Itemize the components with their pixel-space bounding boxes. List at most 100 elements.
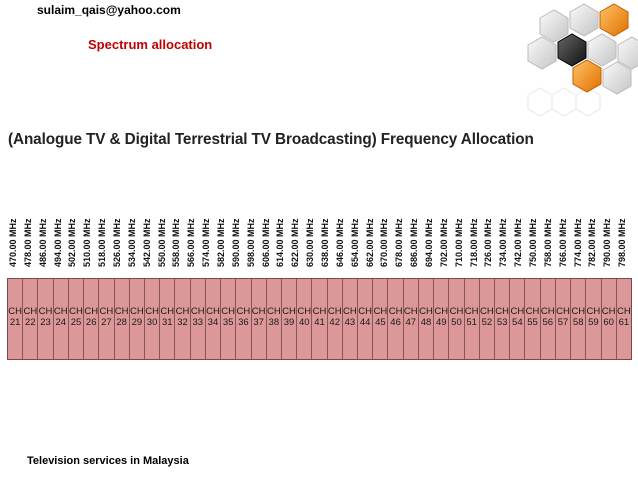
channel-prefix: CH <box>403 306 418 317</box>
channel-cell: CH 48 <box>419 279 435 359</box>
channel-cell: CH 56 <box>541 279 556 359</box>
channel-prefix: CH <box>495 306 509 317</box>
hex-tile <box>587 33 617 67</box>
channel-cell: CH 31 <box>160 279 176 359</box>
channel-number: 51 <box>466 317 477 328</box>
channel-number: 36 <box>238 317 249 328</box>
channel-number: 33 <box>192 317 204 328</box>
channel-prefix: CH <box>8 306 22 317</box>
frequency-label: 726.00 MHz <box>483 218 494 267</box>
channel-number: 58 <box>572 317 584 328</box>
channel-cell: CH 39 <box>282 279 298 359</box>
channel-prefix: CH <box>358 306 372 317</box>
channel-number: 23 <box>40 317 51 328</box>
channel-cell: CH 28 <box>115 279 130 359</box>
channel-cell: CH 35 <box>221 279 237 359</box>
channel-number: 25 <box>70 317 82 328</box>
channel-number: 50 <box>451 317 462 328</box>
frequency-label: 678.00 MHz <box>394 218 405 267</box>
frequency-label: 750.00 MHz <box>528 218 538 267</box>
frequency-label: 774.00 MHz <box>572 218 583 267</box>
frequency-label: 502.00 MHz <box>67 218 78 267</box>
frequency-label: 478.00 MHz <box>22 218 33 267</box>
frequency-label: 798.00 MHz <box>617 218 628 267</box>
channel-number: 37 <box>253 317 264 328</box>
channel-number: 35 <box>222 317 234 328</box>
frequency-label: 542.00 MHz <box>141 218 152 267</box>
channel-prefix: CH <box>616 306 631 317</box>
channel-cell: CH 45 <box>373 279 389 359</box>
channel-prefix: CH <box>312 306 327 317</box>
frequency-label: 614.00 MHz <box>275 218 286 267</box>
channel-number: 34 <box>207 317 219 328</box>
channel-cell: CH 50 <box>449 279 465 359</box>
channel-prefix: CH <box>129 306 144 317</box>
frequency-label: 694.00 MHz <box>424 218 434 267</box>
channel-number: 43 <box>344 317 356 328</box>
channel-prefix: CH <box>53 306 68 317</box>
hex-tile <box>572 59 602 93</box>
channel-prefix: CH <box>84 306 99 317</box>
channel-number: 45 <box>375 317 386 328</box>
channel-cell: CH 60 <box>602 279 617 359</box>
frequency-label: 486.00 MHz <box>37 218 48 267</box>
channel-number: 53 <box>496 317 508 328</box>
channel-prefix: CH <box>540 306 555 317</box>
channel-prefix: CH <box>23 306 38 317</box>
channel-cell: CH 49 <box>434 279 450 359</box>
frequency-labels: 470.00 MHz 478.00 MHz 486.00 MHz 494.00 MHz… <box>7 205 631 267</box>
frequency-label: 622.00 MHz <box>290 218 301 267</box>
channel-cell: CH 46 <box>388 279 404 359</box>
channel-cell: CH 57 <box>556 279 572 359</box>
channel-number: 48 <box>420 317 432 328</box>
channel-number: 59 <box>588 317 599 328</box>
channel-number: 55 <box>527 317 538 328</box>
hex-tile <box>569 3 599 37</box>
frequency-label: 630.00 MHz <box>305 218 316 267</box>
channel-prefix: CH <box>464 306 479 317</box>
channel-number: 46 <box>390 317 401 328</box>
frequency-label: 734.00 MHz <box>498 218 509 267</box>
channel-number: 60 <box>603 317 614 328</box>
author-email: sulaim_qais@yahoo.com <box>37 3 181 17</box>
frequency-label: 782.00 MHz <box>587 218 598 267</box>
frequency-label: 790.00 MHz <box>602 218 613 267</box>
channel-prefix: CH <box>327 306 342 317</box>
frequency-label: 758.00 MHz <box>542 218 553 267</box>
channel-prefix: CH <box>160 306 175 317</box>
channel-number: 57 <box>557 317 569 328</box>
channel-cell: CH 36 <box>236 279 252 359</box>
channel-number: 39 <box>283 317 295 328</box>
channel-cell: CH 37 <box>252 279 267 359</box>
channel-cell: CH 61 <box>617 279 631 359</box>
channel-prefix: CH <box>38 306 53 317</box>
frequency-label: 566.00 MHz <box>186 218 197 267</box>
channel-prefix: CH <box>343 306 357 317</box>
channel-number: 52 <box>481 317 493 328</box>
frequency-label: 606.00 MHz <box>260 218 271 267</box>
channel-cell: CH 27 <box>99 279 115 359</box>
channel-number: 32 <box>177 317 188 328</box>
channel-cell: CH 44 <box>358 279 374 359</box>
channel-prefix: CH <box>236 306 251 317</box>
channel-number: 61 <box>618 317 630 328</box>
channel-prefix: CH <box>480 306 494 317</box>
section-title: Spectrum allocation <box>88 37 213 52</box>
channel-number: 29 <box>131 317 143 328</box>
channel-prefix: CH <box>601 306 616 317</box>
channel-cell: CH 24 <box>54 279 69 359</box>
channel-cell: CH 40 <box>297 279 313 359</box>
channel-number: 47 <box>405 317 417 328</box>
channel-prefix: CH <box>434 306 449 317</box>
frequency-label: 534.00 MHz <box>126 218 137 267</box>
channel-prefix: CH <box>206 306 220 317</box>
channel-number: 28 <box>116 317 127 328</box>
frequency-label: 638.00 MHz <box>320 218 330 267</box>
channel-number: 54 <box>512 317 523 328</box>
channel-prefix: CH <box>69 306 83 317</box>
hex-tile <box>527 36 557 70</box>
frequency-label: 718.00 MHz <box>468 218 479 267</box>
channel-cell: CH 22 <box>23 279 39 359</box>
channel-number: 22 <box>25 317 36 328</box>
channel-number: 24 <box>55 317 67 328</box>
